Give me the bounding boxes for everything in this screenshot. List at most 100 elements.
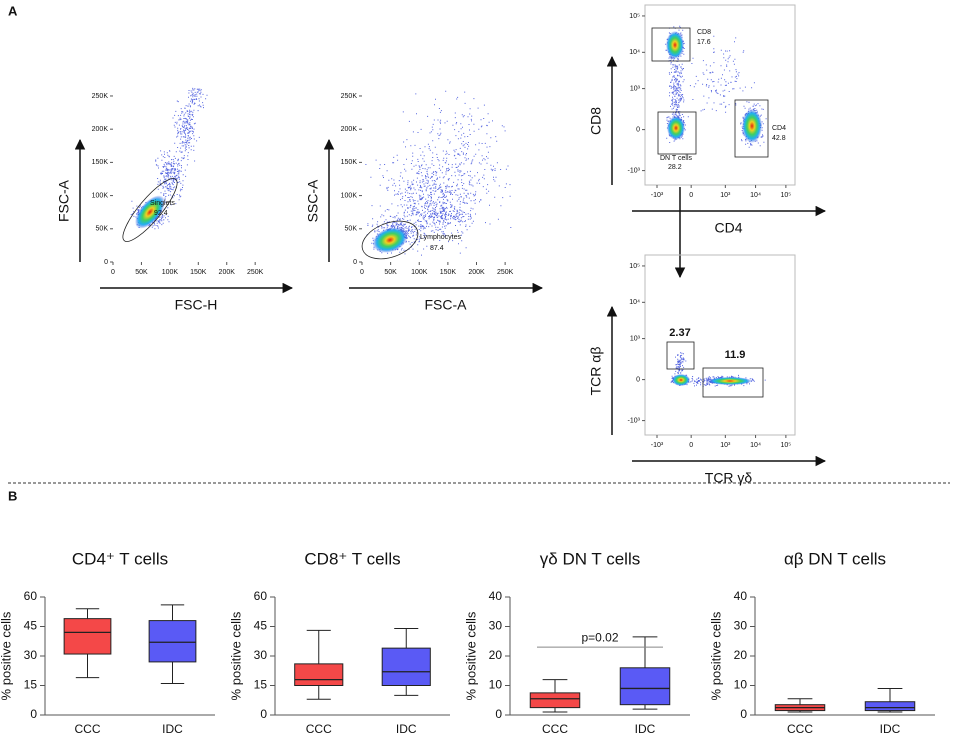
x-axis-label: FSC-H xyxy=(175,297,218,313)
y-tick-label: 40 xyxy=(734,589,748,603)
plot-frame xyxy=(644,254,796,436)
y-tick-label: 250K xyxy=(92,93,109,100)
gate xyxy=(657,111,697,155)
y-tick-label: 20 xyxy=(489,648,503,662)
x-tick-label: 10⁴ xyxy=(750,192,761,199)
y-axis-label: FSC-A xyxy=(56,179,72,222)
y-axis-label: CD8 xyxy=(588,107,604,135)
y-tick-label: -10³ xyxy=(628,167,641,174)
gate xyxy=(651,27,691,62)
x-axis-label: CD4 xyxy=(714,220,742,236)
box xyxy=(148,620,197,663)
x-tick-label: 150K xyxy=(440,269,457,276)
x-tick-label: 0 xyxy=(689,192,693,199)
density-core xyxy=(666,31,684,59)
x-tick-label: -10³ xyxy=(651,192,664,199)
y-axis-label: SSC-A xyxy=(305,179,321,222)
plot-frame xyxy=(644,4,796,186)
x-tick-label: 100K xyxy=(411,269,428,276)
y-tick-label: 10⁵ xyxy=(629,263,640,270)
y-tick-label: 10³ xyxy=(630,85,641,92)
x-tick-label: 10³ xyxy=(720,192,731,199)
box xyxy=(529,692,581,709)
significance-label: p=0.02 xyxy=(581,630,618,644)
y-axis-label: % positive cells xyxy=(708,611,723,700)
y-tick-label: 0 xyxy=(636,126,640,133)
y-tick-label: 10 xyxy=(734,678,748,692)
box xyxy=(864,701,916,712)
y-tick-label: 100K xyxy=(92,192,109,199)
y-tick-label: 0 xyxy=(636,376,640,383)
x-axis-label: TCR γδ xyxy=(705,470,753,486)
y-tick-label: 60 xyxy=(254,589,268,603)
density-core xyxy=(672,374,690,386)
gate-label: DN T cells xyxy=(660,155,693,162)
x-tick-label: 200K xyxy=(468,269,485,276)
y-tick-label: 30 xyxy=(254,648,268,662)
y-tick-label: 50K xyxy=(345,226,358,233)
x-tick-label: IDC xyxy=(162,722,183,736)
x-tick-label: 150K xyxy=(190,269,207,276)
y-tick-label: 0 xyxy=(353,259,357,266)
y-tick-label: 15 xyxy=(254,678,268,692)
y-tick-label: 40 xyxy=(489,589,503,603)
y-tick-label: 10 xyxy=(489,678,503,692)
gate-label: Lymphocytes xyxy=(420,234,461,241)
gate-value: 11.9 xyxy=(725,349,746,361)
density-core xyxy=(667,116,685,140)
gate-value: 42.8 xyxy=(772,135,786,142)
x-tick-label: IDC xyxy=(880,722,901,736)
x-tick-label: CCC xyxy=(75,722,101,736)
x-tick-label: IDC xyxy=(635,722,656,736)
x-tick-label: 200K xyxy=(219,269,236,276)
y-tick-label: 60 xyxy=(24,589,38,603)
y-tick-label: 20 xyxy=(734,648,748,662)
y-tick-label: 30 xyxy=(24,648,38,662)
gate-value: 28.2 xyxy=(668,164,682,171)
y-tick-label: 10⁴ xyxy=(629,49,640,56)
gate xyxy=(702,367,764,398)
gate-value: 2.37 xyxy=(669,327,690,339)
y-tick-label: 45 xyxy=(24,619,38,633)
x-tick-label: 0 xyxy=(111,269,115,276)
y-tick-label: -10³ xyxy=(628,417,641,424)
x-tick-label: 100K xyxy=(162,269,179,276)
gate-value: 17.6 xyxy=(697,39,711,46)
x-tick-label: CCC xyxy=(306,722,332,736)
density-core xyxy=(742,109,762,143)
y-axis-label: % positive cells xyxy=(0,611,13,700)
y-tick-label: 0 xyxy=(104,259,108,266)
box xyxy=(63,618,112,655)
gate xyxy=(666,341,695,370)
gate xyxy=(122,178,178,242)
y-tick-label: 150K xyxy=(341,159,358,166)
density-core xyxy=(135,195,165,229)
y-tick-label: 200K xyxy=(341,126,358,133)
gate-label: CD4 xyxy=(772,125,786,132)
x-tick-label: IDC xyxy=(396,722,417,736)
gate xyxy=(734,99,769,158)
x-tick-label: 50K xyxy=(135,269,148,276)
y-tick-label: 15 xyxy=(24,678,38,692)
y-tick-label: 0 xyxy=(740,707,747,721)
x-tick-label: 250K xyxy=(497,269,514,276)
gate-label: Singlets xyxy=(150,200,175,207)
x-tick-label: 0 xyxy=(689,442,693,449)
x-tick-label: 10⁴ xyxy=(750,442,761,449)
y-tick-label: 10³ xyxy=(630,335,641,342)
box xyxy=(381,647,431,687)
x-tick-label: CCC xyxy=(542,722,568,736)
x-tick-label: 50K xyxy=(384,269,397,276)
x-tick-label: -10³ xyxy=(651,442,664,449)
chart-title: αβ DN T cells xyxy=(784,549,886,568)
y-tick-label: 0 xyxy=(30,707,37,721)
density-core xyxy=(372,227,408,253)
density-core xyxy=(708,377,752,385)
x-tick-label: 10⁵ xyxy=(781,442,792,449)
y-tick-label: 10⁴ xyxy=(629,299,640,306)
chart-title: CD4⁺ T cells xyxy=(72,549,168,568)
x-tick-label: 10⁵ xyxy=(781,192,792,199)
gate-value: 87.4 xyxy=(430,245,444,252)
gate xyxy=(361,220,419,260)
